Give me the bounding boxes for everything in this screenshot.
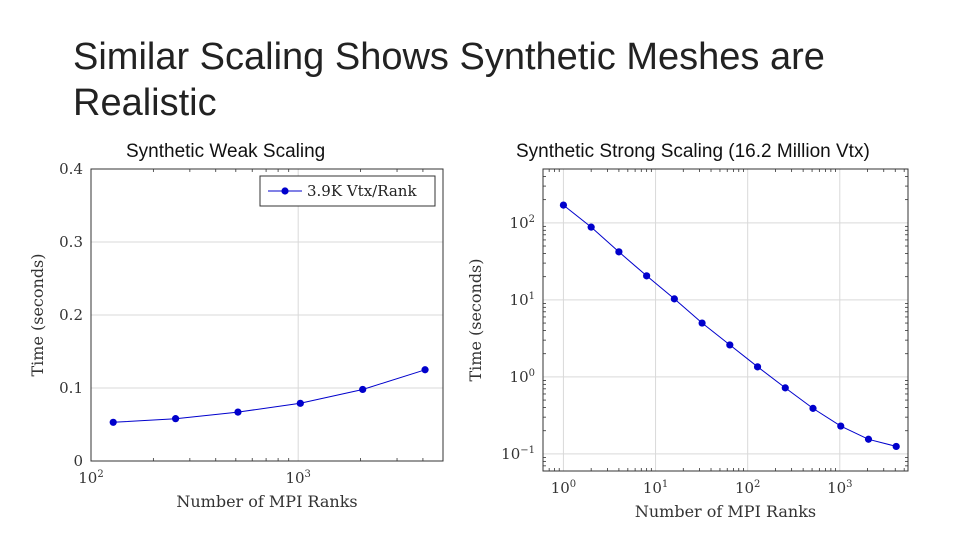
data-point xyxy=(559,201,568,209)
data-point xyxy=(892,442,900,451)
data-point xyxy=(781,384,789,392)
data-point xyxy=(837,422,845,430)
data-point xyxy=(670,295,678,303)
legend-marker xyxy=(281,187,289,195)
y-tick-label: 0.4 xyxy=(59,160,83,178)
y-tick-label: 10−1 xyxy=(501,445,535,463)
y-axis-label: Time (seconds) xyxy=(466,258,485,381)
x-tick-label: 102 xyxy=(735,479,760,497)
y-tick-label: 0.2 xyxy=(59,306,83,324)
series-line xyxy=(113,369,426,423)
data-point xyxy=(421,366,429,374)
y-tick-label: 102 xyxy=(510,214,535,232)
plot-frame xyxy=(542,168,909,472)
weak-scaling-chart: 102 103 0 0.1 0.2 0.3 0.4 Number of MPI Ranks Ti… xyxy=(28,160,444,511)
data-point xyxy=(698,319,706,327)
x-axis-label: Number of MPI Ranks xyxy=(176,492,357,511)
x-tick-label: 101 xyxy=(643,479,668,497)
series-line xyxy=(563,204,897,447)
x-tick-label: 103 xyxy=(827,479,852,497)
data-point xyxy=(643,272,651,280)
data-point xyxy=(109,418,117,426)
data-point xyxy=(296,399,304,407)
data-point xyxy=(359,385,367,394)
x-tick-label: 103 xyxy=(285,469,310,487)
data-point xyxy=(753,363,762,371)
data-point xyxy=(587,223,595,231)
x-axis-label: Number of MPI Ranks xyxy=(635,502,816,521)
data-point xyxy=(234,408,242,416)
y-tick-label: 101 xyxy=(510,291,535,309)
plot-frame xyxy=(90,168,444,462)
strong-scaling-chart-title: Synthetic Strong Scaling (16.2 Million V… xyxy=(516,141,870,162)
data-point xyxy=(615,248,623,256)
x-tick-label: 100 xyxy=(551,479,576,497)
y-tick-label: 0 xyxy=(73,452,83,470)
y-tick-label: 0.1 xyxy=(59,379,83,397)
legend-label: 3.9K Vtx/Rank xyxy=(307,182,417,200)
slide-title: Similar Scaling Shows Synthetic Meshes a… xyxy=(73,36,825,124)
data-point xyxy=(726,341,734,349)
y-axis-label: Time (seconds) xyxy=(28,253,47,376)
data-point xyxy=(864,435,873,443)
y-tick-label: 0.3 xyxy=(59,233,83,251)
data-point xyxy=(171,415,180,423)
weak-scaling-chart-title: Synthetic Weak Scaling xyxy=(126,141,326,162)
x-tick-label: 102 xyxy=(78,469,103,487)
data-point xyxy=(809,404,817,412)
y-tick-label: 100 xyxy=(510,368,535,386)
